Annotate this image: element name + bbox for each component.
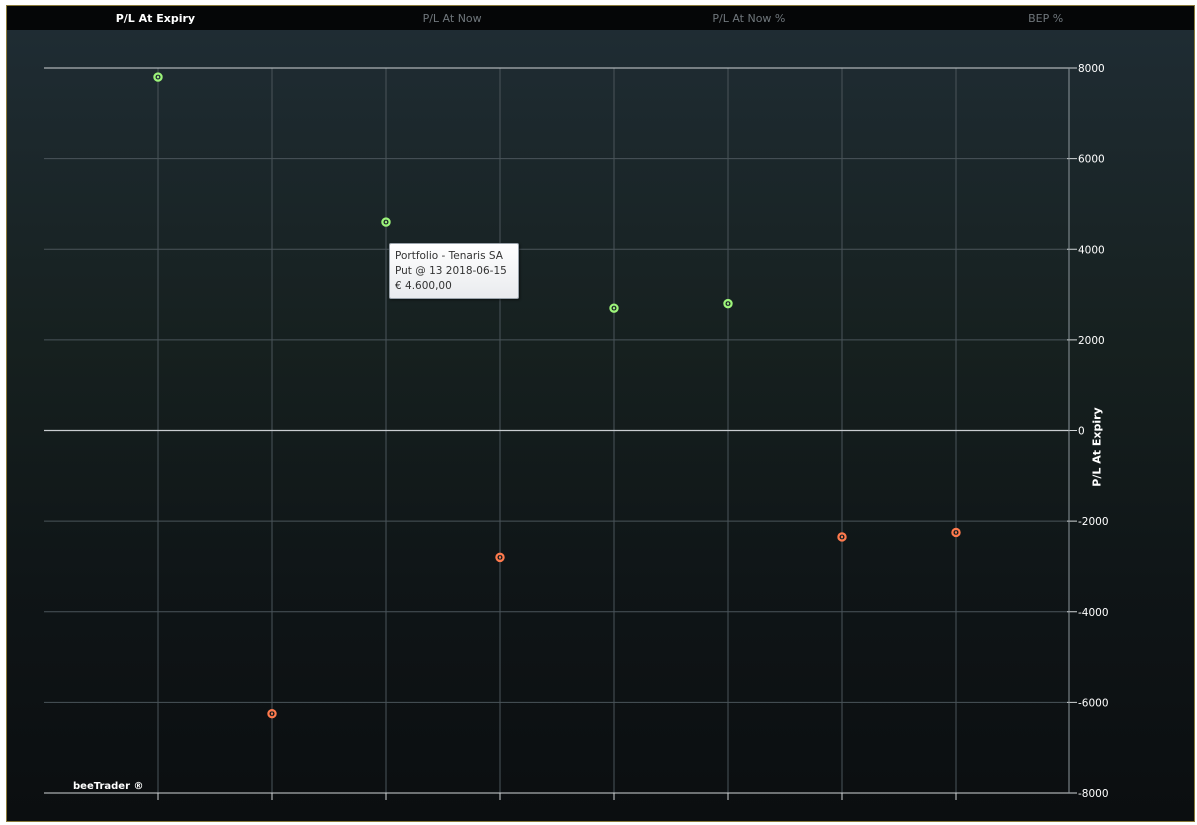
y-axis-label: P/L At Expiry xyxy=(1090,407,1104,487)
y-tick-label: 8000 xyxy=(1078,63,1105,75)
y-tick-label: -6000 xyxy=(1078,697,1109,709)
chart-window: P/L At Expiry P/L At Now P/L At Now % BE… xyxy=(6,5,1195,822)
beetrader-watermark: beeTrader ® xyxy=(73,781,144,792)
y-tick-label: 0 xyxy=(1078,426,1085,438)
data-point-center xyxy=(726,302,730,305)
tab-pl-at-expiry[interactable]: P/L At Expiry xyxy=(115,11,196,25)
point-tooltip: Portfolio - Tenaris SA Put @ 13 2018-06-… xyxy=(389,243,519,299)
data-point-center xyxy=(384,220,388,224)
tooltip-value: € 4.600,00 xyxy=(395,280,452,292)
y-tick-label: -8000 xyxy=(1078,788,1109,800)
chart-tabs: P/L At Expiry P/L At Now P/L At Now % BE… xyxy=(7,6,1194,31)
tooltip-option: Put @ 13 2018-06-15 xyxy=(395,265,507,277)
data-point-center xyxy=(156,75,160,79)
y-tick-label: 2000 xyxy=(1078,335,1105,347)
data-point-loss[interactable] xyxy=(495,552,505,563)
data-point-profit[interactable] xyxy=(723,298,733,309)
y-tick-label: -4000 xyxy=(1078,607,1109,619)
data-point-profit[interactable] xyxy=(381,217,391,227)
data-point-center xyxy=(498,556,502,559)
data-point-center xyxy=(270,712,274,715)
data-point-loss[interactable] xyxy=(951,527,961,538)
data-point-center xyxy=(954,531,958,534)
data-point-loss[interactable] xyxy=(837,532,847,542)
tab-pl-at-now[interactable]: P/L At Now xyxy=(422,11,482,25)
y-tick-label: -2000 xyxy=(1078,516,1109,528)
data-point-profit[interactable] xyxy=(153,72,163,82)
data-point-loss[interactable] xyxy=(267,709,277,719)
tab-pl-at-now-percent[interactable]: P/L At Now % xyxy=(712,11,786,25)
data-point-center xyxy=(612,306,616,310)
tab-bep-percent[interactable]: BEP % xyxy=(1028,11,1064,25)
y-tick-label: 6000 xyxy=(1078,154,1105,166)
data-point-center xyxy=(840,535,844,539)
data-point-profit[interactable] xyxy=(609,303,619,313)
tooltip-portfolio: Portfolio - Tenaris SA xyxy=(395,250,503,262)
chart-area: 8000 6000 4000 2000 0 -2000 -4000 -6000 -8000 P/… xyxy=(7,30,1194,821)
y-tick-label: 4000 xyxy=(1078,244,1105,256)
scatter-plot: 8000 6000 4000 2000 0 -2000 -4000 -6000 -8000 xyxy=(44,63,1109,800)
